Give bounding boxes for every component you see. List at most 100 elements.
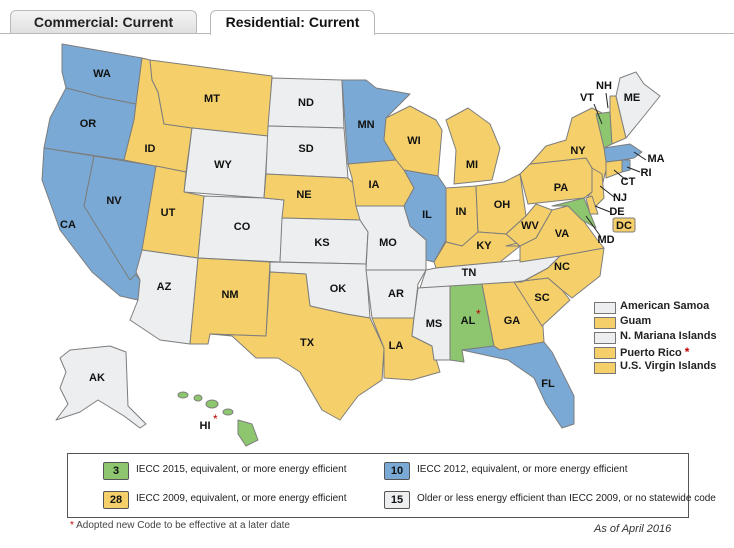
legend-text: Older or less energy efficient than IECC… [417,493,716,504]
label-NY: NY [570,145,586,157]
label-WY: WY [214,159,232,171]
label-TN: TN [462,267,477,279]
legend-count: 28 [103,491,129,509]
label-AZ: AZ [157,281,172,293]
as-of-date: As of April 2016 [594,523,672,535]
legend-count: 15 [384,491,410,509]
label-PA: PA [554,182,569,194]
label-MI: MI [466,159,478,171]
state-MI[interactable] [445,107,501,185]
state-FL[interactable] [461,341,575,429]
label-MT: MT [204,93,220,105]
label-NV: NV [106,195,122,207]
label-AL: AL [461,315,476,327]
label-OH: OH [494,199,511,211]
label-IN: IN [456,206,467,218]
legend-text: IECC 2012, equivalent, or more energy ef… [417,464,628,475]
label-MA: MA [647,153,664,165]
territory-item: American Samoa [590,300,730,315]
state-HI[interactable] [177,391,259,447]
label-SC: SC [534,292,549,304]
state-AK[interactable] [55,345,147,429]
territory-label: N. Mariana Islands [620,330,717,342]
label-MS: MS [426,318,443,330]
label-TX: TX [300,337,315,349]
state-TX[interactable] [209,271,385,421]
label-FL: FL [541,378,555,390]
territory-item: Guam [590,315,730,330]
territory-item: N. Mariana Islands [590,330,730,345]
state-MA[interactable] [603,143,643,163]
state-NH[interactable] [609,95,627,145]
territory-label: American Samoa [620,300,710,312]
legend-count: 10 [384,462,410,480]
legend-count: 3 [103,462,129,480]
label-WA: WA [93,68,111,80]
state-DC[interactable] [612,217,636,233]
label-KY: KY [476,240,492,252]
label-VT: VT [580,92,594,104]
label-CA: CA [60,219,76,231]
state-ME[interactable] [615,71,661,139]
code-legend: 3 IECC 2015, equivalent, or more energy … [67,453,716,518]
label-UT: UT [161,207,176,219]
state-NM[interactable] [189,257,271,345]
footnote-star: * [70,520,74,531]
label-HI-star: * [213,412,218,426]
label-ID: ID [145,143,156,155]
label-MN: MN [357,119,374,131]
label-NC: NC [554,261,570,273]
state-RI[interactable] [621,159,631,173]
state-IL[interactable] [403,169,447,263]
label-ND: ND [298,97,314,109]
tab-commercial-current[interactable]: Commercial: Current [10,10,197,33]
label-AR: AR [388,288,404,300]
label-CO: CO [234,221,251,233]
label-NH: NH [596,80,612,92]
label-GA: GA [504,315,521,327]
state-AZ[interactable] [129,249,199,345]
legend-text: IECC 2015, equivalent, or more energy ef… [136,464,347,475]
state-WV[interactable] [505,203,553,247]
tab-bar: Commercial: Current Residential: Current [0,0,734,35]
label-IA: IA [369,179,380,191]
state-DE[interactable] [585,195,599,215]
territory-label: U.S. Virgin Islands [620,360,717,372]
territory-item: Puerto Rico * [590,345,730,360]
label-NE: NE [296,189,311,201]
legend-text: IECC 2009, equivalent, or more energy ef… [136,493,347,504]
footnote-text: Adopted new Code to be effective at a la… [76,520,290,531]
state-MD[interactable] [551,197,597,229]
tab-residential-current[interactable]: Residential: Current [210,10,375,35]
territory-label: Guam [620,315,652,327]
territory-swatch [594,317,616,329]
label-OR: OR [80,118,97,130]
label-AK: AK [89,372,105,384]
state-NC[interactable] [513,247,605,299]
territory-swatch [594,347,616,359]
label-HI: HI [200,420,211,432]
callout-lines [585,92,647,238]
label-MD: MD [597,234,614,246]
label-DE: DE [609,206,624,218]
label-NM: NM [221,289,238,301]
label-SD: SD [298,143,313,155]
territory-item: U.S. Virgin Islands [590,360,730,375]
label-LA: LA [389,340,404,352]
label-IL: IL [422,209,432,221]
label-ME: ME [624,92,641,104]
label-MO: MO [379,237,397,249]
label-RI: RI [641,167,652,179]
label-VA: VA [555,228,570,240]
state-PA[interactable] [519,157,593,205]
territory-label: Puerto Rico * [620,345,690,359]
label-KS: KS [314,237,329,249]
territory-swatch [594,362,616,374]
territory-swatch [594,302,616,314]
territory-star: * [684,345,690,359]
label-NJ: NJ [613,192,627,204]
label-DC: DC [616,220,632,232]
label-OK: OK [330,283,347,295]
territory-legend: American Samoa Guam N. Mariana Islands P… [590,300,730,375]
